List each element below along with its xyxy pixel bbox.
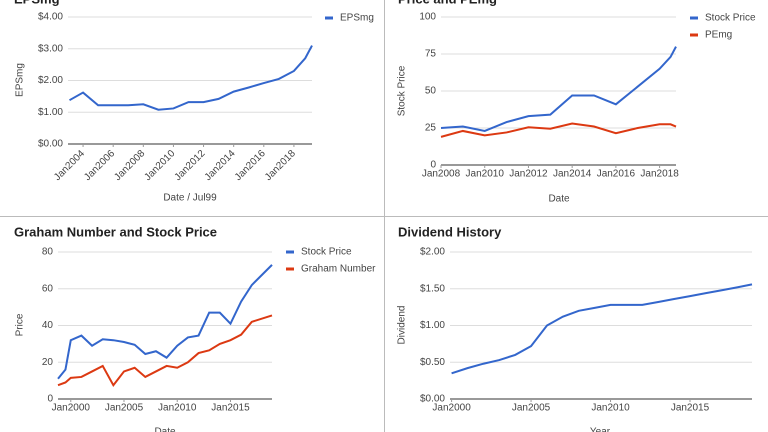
y-tick-label: 20 xyxy=(42,357,54,368)
y-tick-label: $1.00 xyxy=(420,320,445,331)
data-line xyxy=(440,122,677,138)
x-tick-label: Jan2012 xyxy=(509,169,548,180)
x-tick-label: Jan2010 xyxy=(591,403,630,414)
x-tick-label: Jan2000 xyxy=(432,403,471,414)
x-tick-label: Jan2005 xyxy=(105,403,144,414)
y-tick-label: 40 xyxy=(42,320,54,331)
x-tick-label: Jan2014 xyxy=(553,169,592,180)
legend-label: Stock Price xyxy=(705,13,756,24)
y-axis-title: Price xyxy=(15,313,26,336)
x-axis-title: Date / Jul99 xyxy=(163,193,217,204)
legend-label: EPSmg xyxy=(340,13,374,24)
y-tick-label: 25 xyxy=(425,123,437,134)
x-tick-label: Jan2000 xyxy=(52,403,91,414)
y-tick-label: $2.00 xyxy=(38,75,63,86)
y-tick-label: $0.00 xyxy=(420,394,445,405)
data-line xyxy=(69,45,313,111)
x-tick-label: Jan2018 xyxy=(640,169,679,180)
x-axis-title: Date xyxy=(154,427,176,432)
y-tick-label: 0 xyxy=(47,394,53,405)
legend-label: Graham Number xyxy=(301,264,376,275)
x-tick-label: Jan2008 xyxy=(422,169,461,180)
y-tick-label: 75 xyxy=(425,49,437,60)
y-tick-label: 100 xyxy=(419,12,436,23)
legend-label: PEmg xyxy=(705,30,732,41)
x-axis-title: Date xyxy=(548,194,570,205)
data-line xyxy=(57,314,273,388)
x-axis-title: Year xyxy=(590,427,611,432)
chart-title: Graham Number and Stock Price xyxy=(14,224,217,239)
y-axis-title: Dividend xyxy=(397,306,408,345)
chart-title: EPSmg xyxy=(14,0,60,6)
y-tick-label: $0.50 xyxy=(420,357,445,368)
y-tick-label: $4.00 xyxy=(38,12,63,23)
legend-label: Stock Price xyxy=(301,247,352,258)
x-tick-label: Jan2005 xyxy=(512,403,551,414)
x-tick-label: Jan2015 xyxy=(211,403,250,414)
data-line xyxy=(440,46,677,133)
x-tick-label: Jan2016 xyxy=(597,169,636,180)
y-tick-label: $3.00 xyxy=(38,43,63,54)
data-line xyxy=(57,264,273,380)
y-axis-title: Stock Price xyxy=(397,65,408,116)
y-tick-label: $1.50 xyxy=(420,283,445,294)
chart-title: Price and PEmg xyxy=(398,0,497,6)
y-axis-title: EPSmg xyxy=(15,63,26,97)
y-tick-label: $1.00 xyxy=(38,107,63,118)
data-line xyxy=(451,283,753,375)
y-tick-label: 80 xyxy=(42,247,54,258)
x-tick-label: Jan2010 xyxy=(466,169,505,180)
chart-title: Dividend History xyxy=(398,224,502,239)
y-tick-label: 50 xyxy=(425,86,437,97)
x-tick-label: Jan2015 xyxy=(671,403,710,414)
y-tick-label: $0.00 xyxy=(38,139,63,150)
x-tick-label: Jan2010 xyxy=(158,403,197,414)
y-tick-label: 0 xyxy=(430,160,436,171)
y-tick-label: 60 xyxy=(42,283,54,294)
y-tick-label: $2.00 xyxy=(420,247,445,258)
